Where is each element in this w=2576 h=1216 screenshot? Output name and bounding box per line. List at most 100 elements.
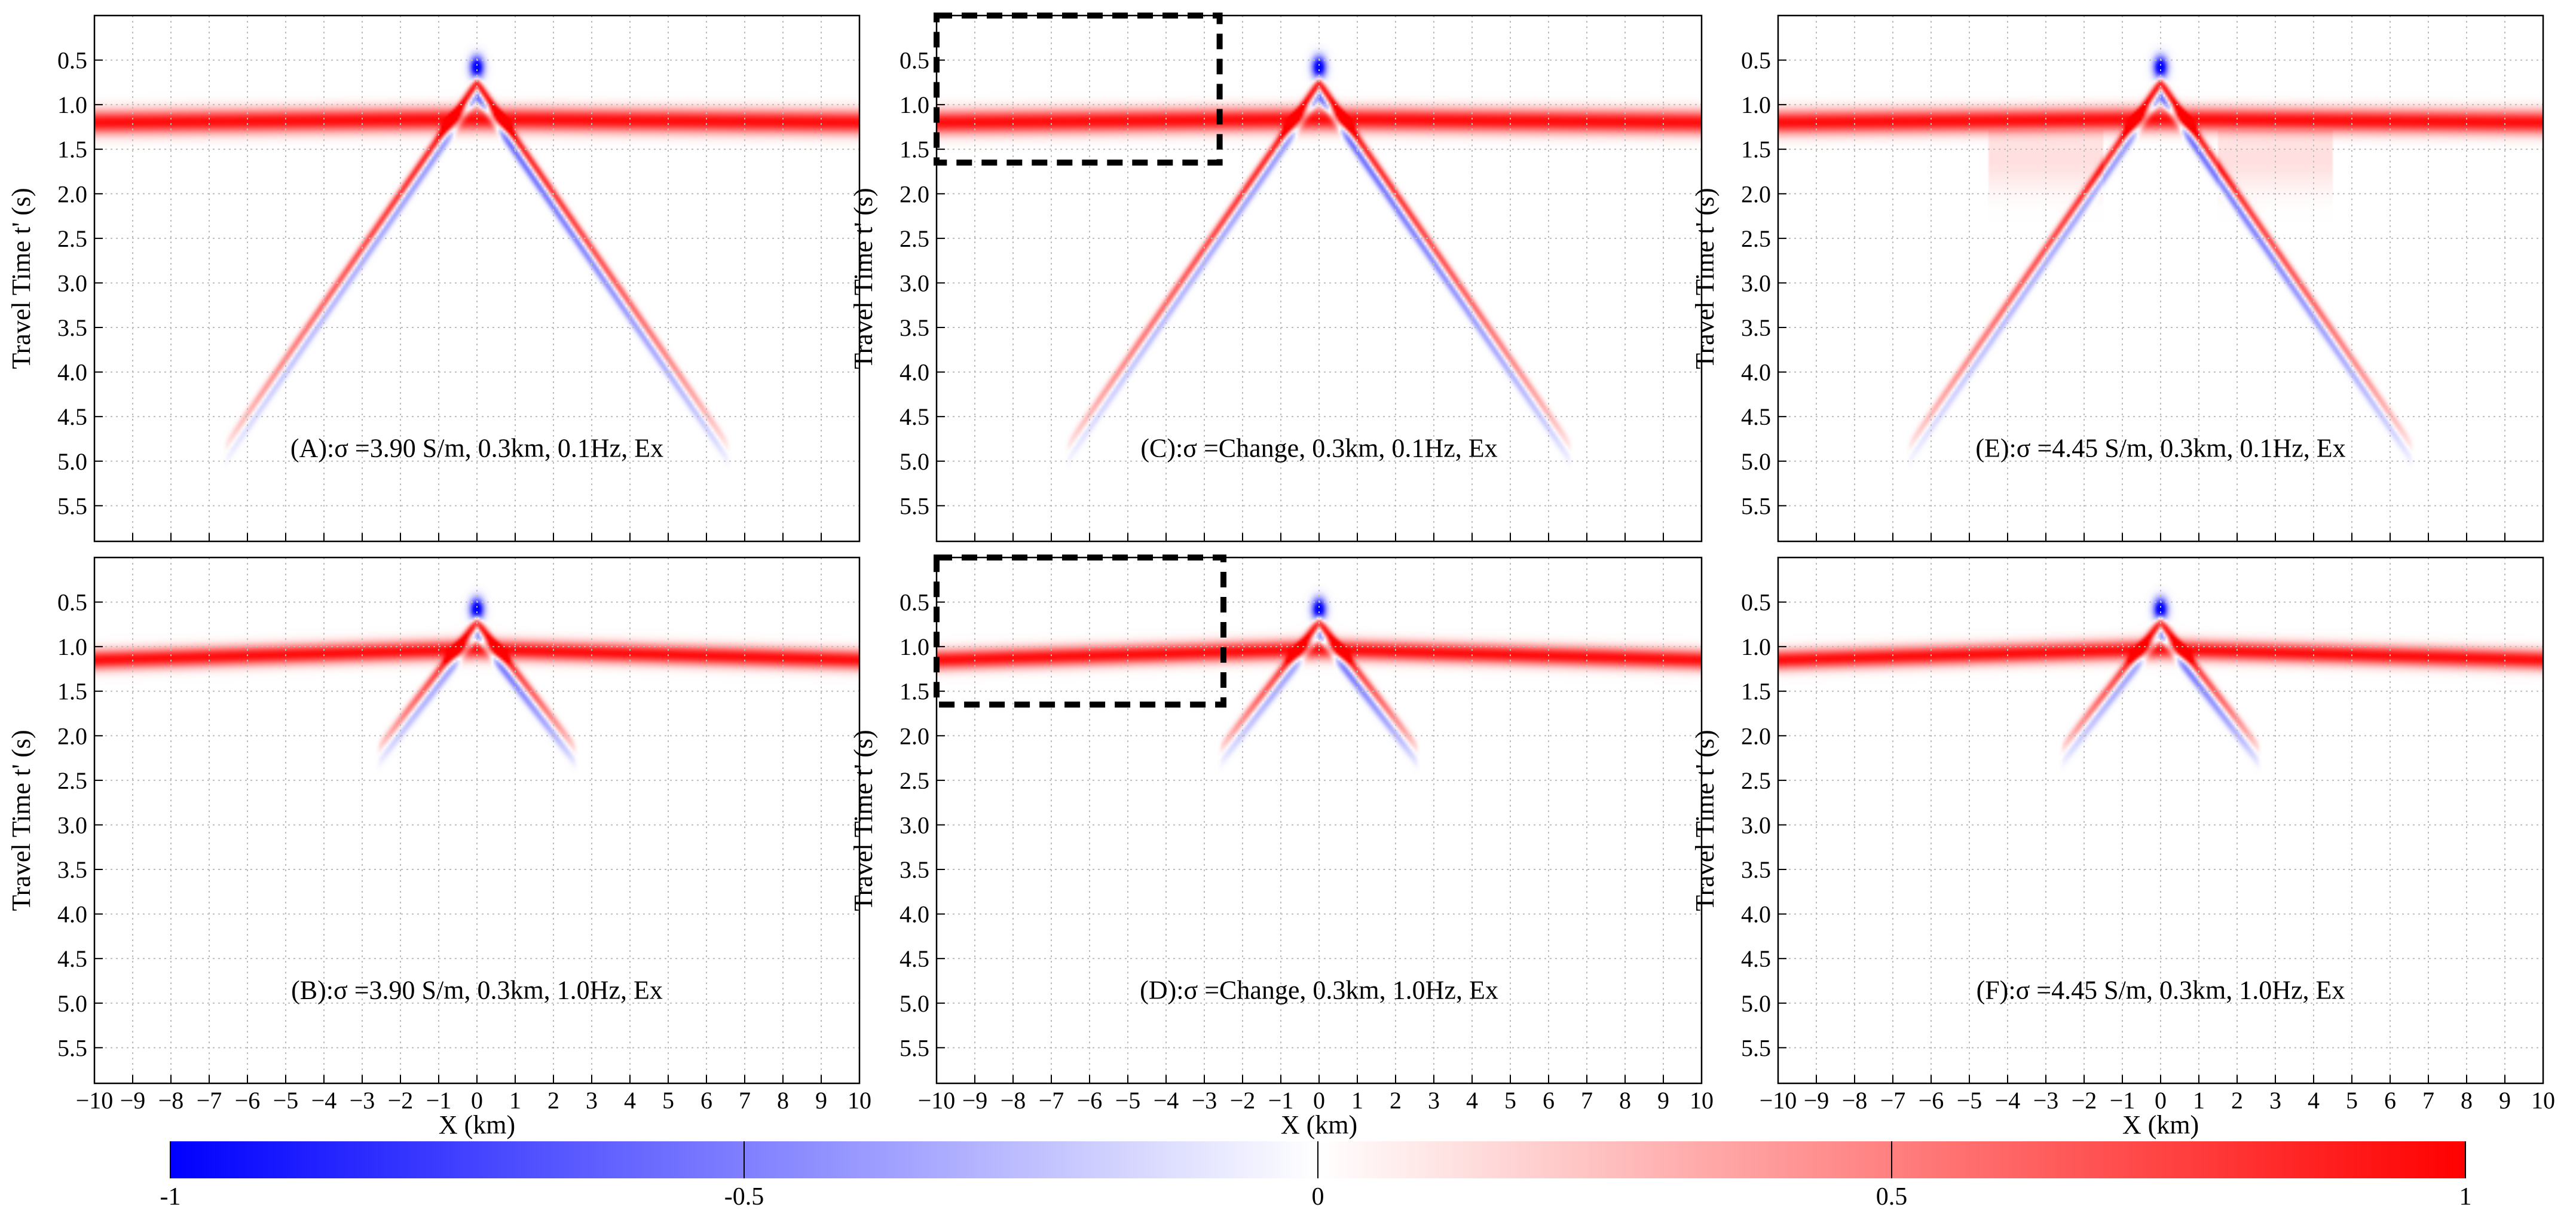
x-tick-label: −4 (1995, 1087, 2021, 1114)
colorbar-tick-label: 0.5 (1876, 1183, 1908, 1211)
y-tick-label: 4.0 (1741, 901, 1771, 928)
x-tick-label: 2 (547, 1087, 559, 1114)
highlight-box (934, 13, 1223, 166)
y-tick-label: 2.5 (1741, 225, 1771, 252)
x-tick-label: −9 (1804, 1087, 1829, 1114)
x-axis-label: X (km) (2122, 1110, 2199, 1140)
y-tick-label: 4.5 (1741, 945, 1771, 972)
x-tick-label: 2 (1390, 1087, 1402, 1114)
panel-annotation: (B):σ =3.90 S/m, 0.3km, 1.0Hz, Ex (291, 975, 663, 1004)
y-tick-label: 1.5 (57, 136, 87, 163)
y-tick-label: 3.0 (1741, 811, 1771, 838)
x-tick-label: 8 (1619, 1087, 1631, 1114)
y-tick-label: 3.5 (1741, 314, 1771, 341)
x-tick-label: −8 (158, 1087, 184, 1114)
colorbar-tick-label: -0.5 (724, 1183, 764, 1211)
y-tick-label: 3.0 (57, 811, 87, 838)
x-tick-label: 5 (662, 1087, 674, 1114)
x-tick-label: 9 (2499, 1087, 2511, 1114)
y-tick-label: 2.0 (1741, 722, 1771, 749)
y-axis-label: Travel Time t' (s) (1690, 730, 1720, 911)
y-tick-label: 5.0 (1741, 448, 1771, 475)
y-tick-label: 5.0 (1741, 990, 1771, 1017)
x-tick-label: 0 (1313, 1087, 1325, 1114)
x-tick-label: 2 (2231, 1087, 2243, 1114)
y-tick-label: 5.0 (900, 448, 929, 475)
x-tick-label: 7 (1581, 1087, 1593, 1114)
x-tick-label: −5 (273, 1087, 299, 1114)
y-tick-label: 0.5 (57, 589, 87, 616)
y-tick-label: 5.5 (57, 1034, 87, 1061)
y-tick-label: 4.0 (57, 359, 87, 386)
y-tick-label: 5.0 (900, 990, 929, 1017)
x-tick-label: 0 (2155, 1087, 2167, 1114)
x-tick-label: −3 (2033, 1087, 2059, 1114)
y-tick-label: 5.5 (1741, 1034, 1771, 1061)
panel-annotation: (D):σ =Change, 0.3km, 1.0Hz, Ex (1140, 975, 1498, 1004)
x-tick-label: 6 (700, 1087, 712, 1114)
y-tick-label: 1.5 (900, 678, 929, 705)
y-tick-label: 4.5 (1741, 403, 1771, 430)
panel-annotation: (A):σ =3.90 S/m, 0.3km, 0.1Hz, Ex (290, 433, 663, 462)
x-tick-label: −7 (1039, 1087, 1064, 1114)
y-tick-label: 1.5 (900, 136, 929, 163)
y-tick-label: 1.0 (1741, 91, 1771, 118)
panel-f: 0.51.01.52.02.53.03.54.04.55.05.5−10 −9 −8… (1690, 556, 2555, 1140)
y-tick-label: 4.5 (900, 403, 929, 430)
y-axis-label: Travel Time t' (s) (7, 730, 36, 911)
x-tick-label: 8 (2461, 1087, 2473, 1114)
y-tick-label: 4.0 (900, 359, 929, 386)
x-tick-label: 7 (2422, 1087, 2434, 1114)
x-tick-label: −10 (1760, 1087, 1797, 1114)
x-tick-label: 6 (2384, 1087, 2396, 1114)
y-tick-label: 1.0 (900, 91, 929, 118)
x-tick-label: −9 (962, 1087, 988, 1114)
x-tick-label: −2 (2072, 1087, 2097, 1114)
panel-a: 0.5 1.0 1.5 2.0 2.5 3.0 3.5 4.0 4.5 5.0 5.5 Travel … (7, 14, 861, 543)
highlight-box (934, 555, 1226, 708)
x-tick-label: 5 (2346, 1087, 2358, 1114)
x-tick-label: −2 (388, 1087, 414, 1114)
x-tick-label: −10 (918, 1087, 956, 1114)
y-tick-label: 2.5 (900, 767, 929, 794)
panel-c: 0.5 1.0 1.5 2.0 2.5 3.0 3.5 4.0 4.5 5.0 5.5 Travel … (849, 13, 1703, 543)
y-tick-label: 0.5 (1741, 589, 1771, 616)
x-tick-label: 10 (1690, 1087, 1714, 1114)
y-tick-label: 1.5 (1741, 678, 1771, 705)
y-tick-label: 0.5 (57, 47, 87, 74)
x-tick-label: −8 (1001, 1087, 1026, 1114)
y-tick-label: 0.5 (900, 589, 929, 616)
y-tick-label: 3.5 (57, 856, 87, 883)
x-tick-label: −1 (2110, 1087, 2136, 1114)
y-tick-label: 2.0 (57, 722, 87, 749)
x-tick-label: −9 (120, 1087, 146, 1114)
y-tick-label: 3.5 (900, 856, 929, 883)
x-tick-label: −7 (1880, 1087, 1906, 1114)
y-tick-label: 0.5 (900, 47, 929, 74)
x-tick-label: −1 (1268, 1087, 1294, 1114)
y-tick-label: 1.0 (1741, 633, 1771, 660)
y-tick-label: 5.5 (1741, 492, 1771, 519)
x-tick-label: 3 (586, 1087, 598, 1114)
y-tick-label: 5.0 (57, 448, 87, 475)
x-tick-label: −6 (1919, 1087, 1944, 1114)
y-tick-label: 5.5 (900, 1034, 929, 1061)
y-tick-label: 4.0 (57, 901, 87, 928)
y-tick-label: 3.0 (57, 269, 87, 296)
x-tick-label: 9 (1657, 1087, 1669, 1114)
y-tick-label: 3.0 (1741, 269, 1771, 296)
panel-annotation: (E):σ =4.45 S/m, 0.3km, 0.1Hz, Ex (1975, 433, 2345, 462)
y-tick-label: 1.5 (57, 678, 87, 705)
y-tick-label: 2.0 (1741, 180, 1771, 207)
y-axis-label: Travel Time t' (s) (7, 188, 36, 369)
x-tick-label: 4 (2308, 1087, 2320, 1114)
y-tick-label: 3.5 (900, 314, 929, 341)
y-tick-label: 3.5 (1741, 856, 1771, 883)
y-tick-label: 3.0 (900, 811, 929, 838)
x-tick-label: 10 (2531, 1087, 2555, 1114)
y-tick-label: 5.0 (57, 990, 87, 1017)
colorbar-tick-label: 1 (2459, 1183, 2472, 1211)
y-tick-label: 3.0 (900, 269, 929, 296)
